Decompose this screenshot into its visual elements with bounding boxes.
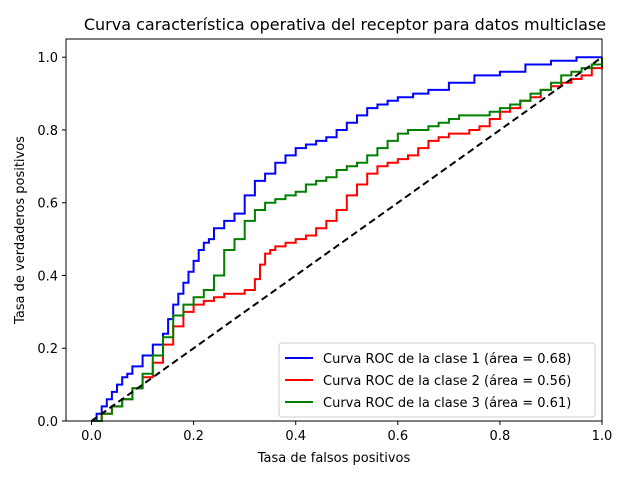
legend-entry-label: Curva ROC de la clase 1 (área = 0.68) (323, 352, 571, 367)
y-tick-label: 0.6 (37, 197, 58, 212)
y-tick-label: 0.2 (37, 342, 58, 357)
roc-series-line-2 (91, 57, 603, 422)
x-tick-label: 0.0 (81, 429, 102, 444)
x-axis-label: Tasa de falsos positivos (257, 451, 411, 466)
y-tick-label: 0.4 (37, 269, 58, 284)
x-tick-label: 1.0 (592, 429, 613, 444)
axes-frame (65, 38, 603, 422)
chart-title: Curva característica operativa del recep… (84, 15, 606, 34)
legend-entry-label: Curva ROC de la clase 3 (área = 0.61) (323, 396, 571, 411)
axis-ticks: 0.0 0.2 0.4 0.6 0.8 1.0 0.0 0.2 0.4 0.6 0.8 1.0 (37, 51, 612, 444)
y-tick-label: 0.0 (37, 415, 58, 430)
legend-entry-label: Curva ROC de la clase 2 (área = 0.56) (323, 374, 571, 389)
roc-series-line-3 (91, 57, 603, 422)
x-tick-label: 0.2 (183, 429, 204, 444)
legend: Curva ROC de la clase 1 (área = 0.68) Cur… (278, 342, 596, 418)
x-tick-label: 0.4 (285, 429, 306, 444)
roc-series-line-1 (91, 56, 602, 422)
x-tick-label: 0.6 (387, 429, 408, 444)
y-tick-label: 0.8 (37, 124, 58, 139)
y-tick-label: 1.0 (37, 51, 58, 66)
legend-box (278, 342, 596, 418)
plot-area (90, 56, 603, 422)
y-axis-label: Tasa de verdaderos positivos (13, 136, 28, 325)
chance-diagonal-line (90, 56, 603, 422)
x-tick-label: 0.8 (490, 429, 511, 444)
